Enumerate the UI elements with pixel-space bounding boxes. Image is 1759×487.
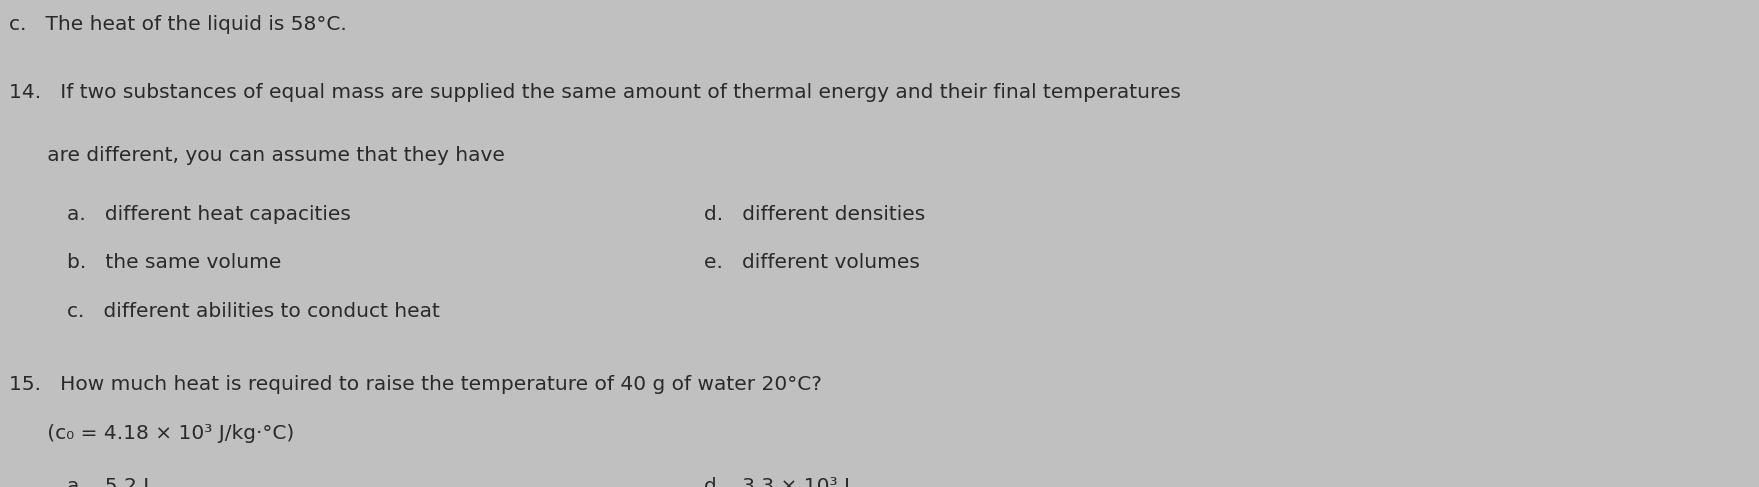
Text: d.   different densities: d. different densities bbox=[704, 205, 925, 224]
Text: 15.   How much heat is required to raise the temperature of 40 g of water 20°C?: 15. How much heat is required to raise t… bbox=[9, 375, 821, 394]
Text: a.   5.2 J: a. 5.2 J bbox=[67, 477, 150, 487]
Text: are different, you can assume that they have: are different, you can assume that they … bbox=[9, 146, 505, 165]
Text: c.   The heat of the liquid is 58°C.: c. The heat of the liquid is 58°C. bbox=[9, 15, 347, 34]
Text: b.   the same volume: b. the same volume bbox=[67, 253, 281, 272]
Text: a.   different heat capacities: a. different heat capacities bbox=[67, 205, 350, 224]
Text: (c₀ = 4.18 × 10³ J/kg·°C): (c₀ = 4.18 × 10³ J/kg·°C) bbox=[9, 424, 294, 443]
Text: d.   3.3 × 10³ J: d. 3.3 × 10³ J bbox=[704, 477, 850, 487]
Text: 14.   If two substances of equal mass are supplied the same amount of thermal en: 14. If two substances of equal mass are … bbox=[9, 83, 1180, 102]
Text: e.   different volumes: e. different volumes bbox=[704, 253, 920, 272]
Text: c.   different abilities to conduct heat: c. different abilities to conduct heat bbox=[67, 302, 440, 321]
